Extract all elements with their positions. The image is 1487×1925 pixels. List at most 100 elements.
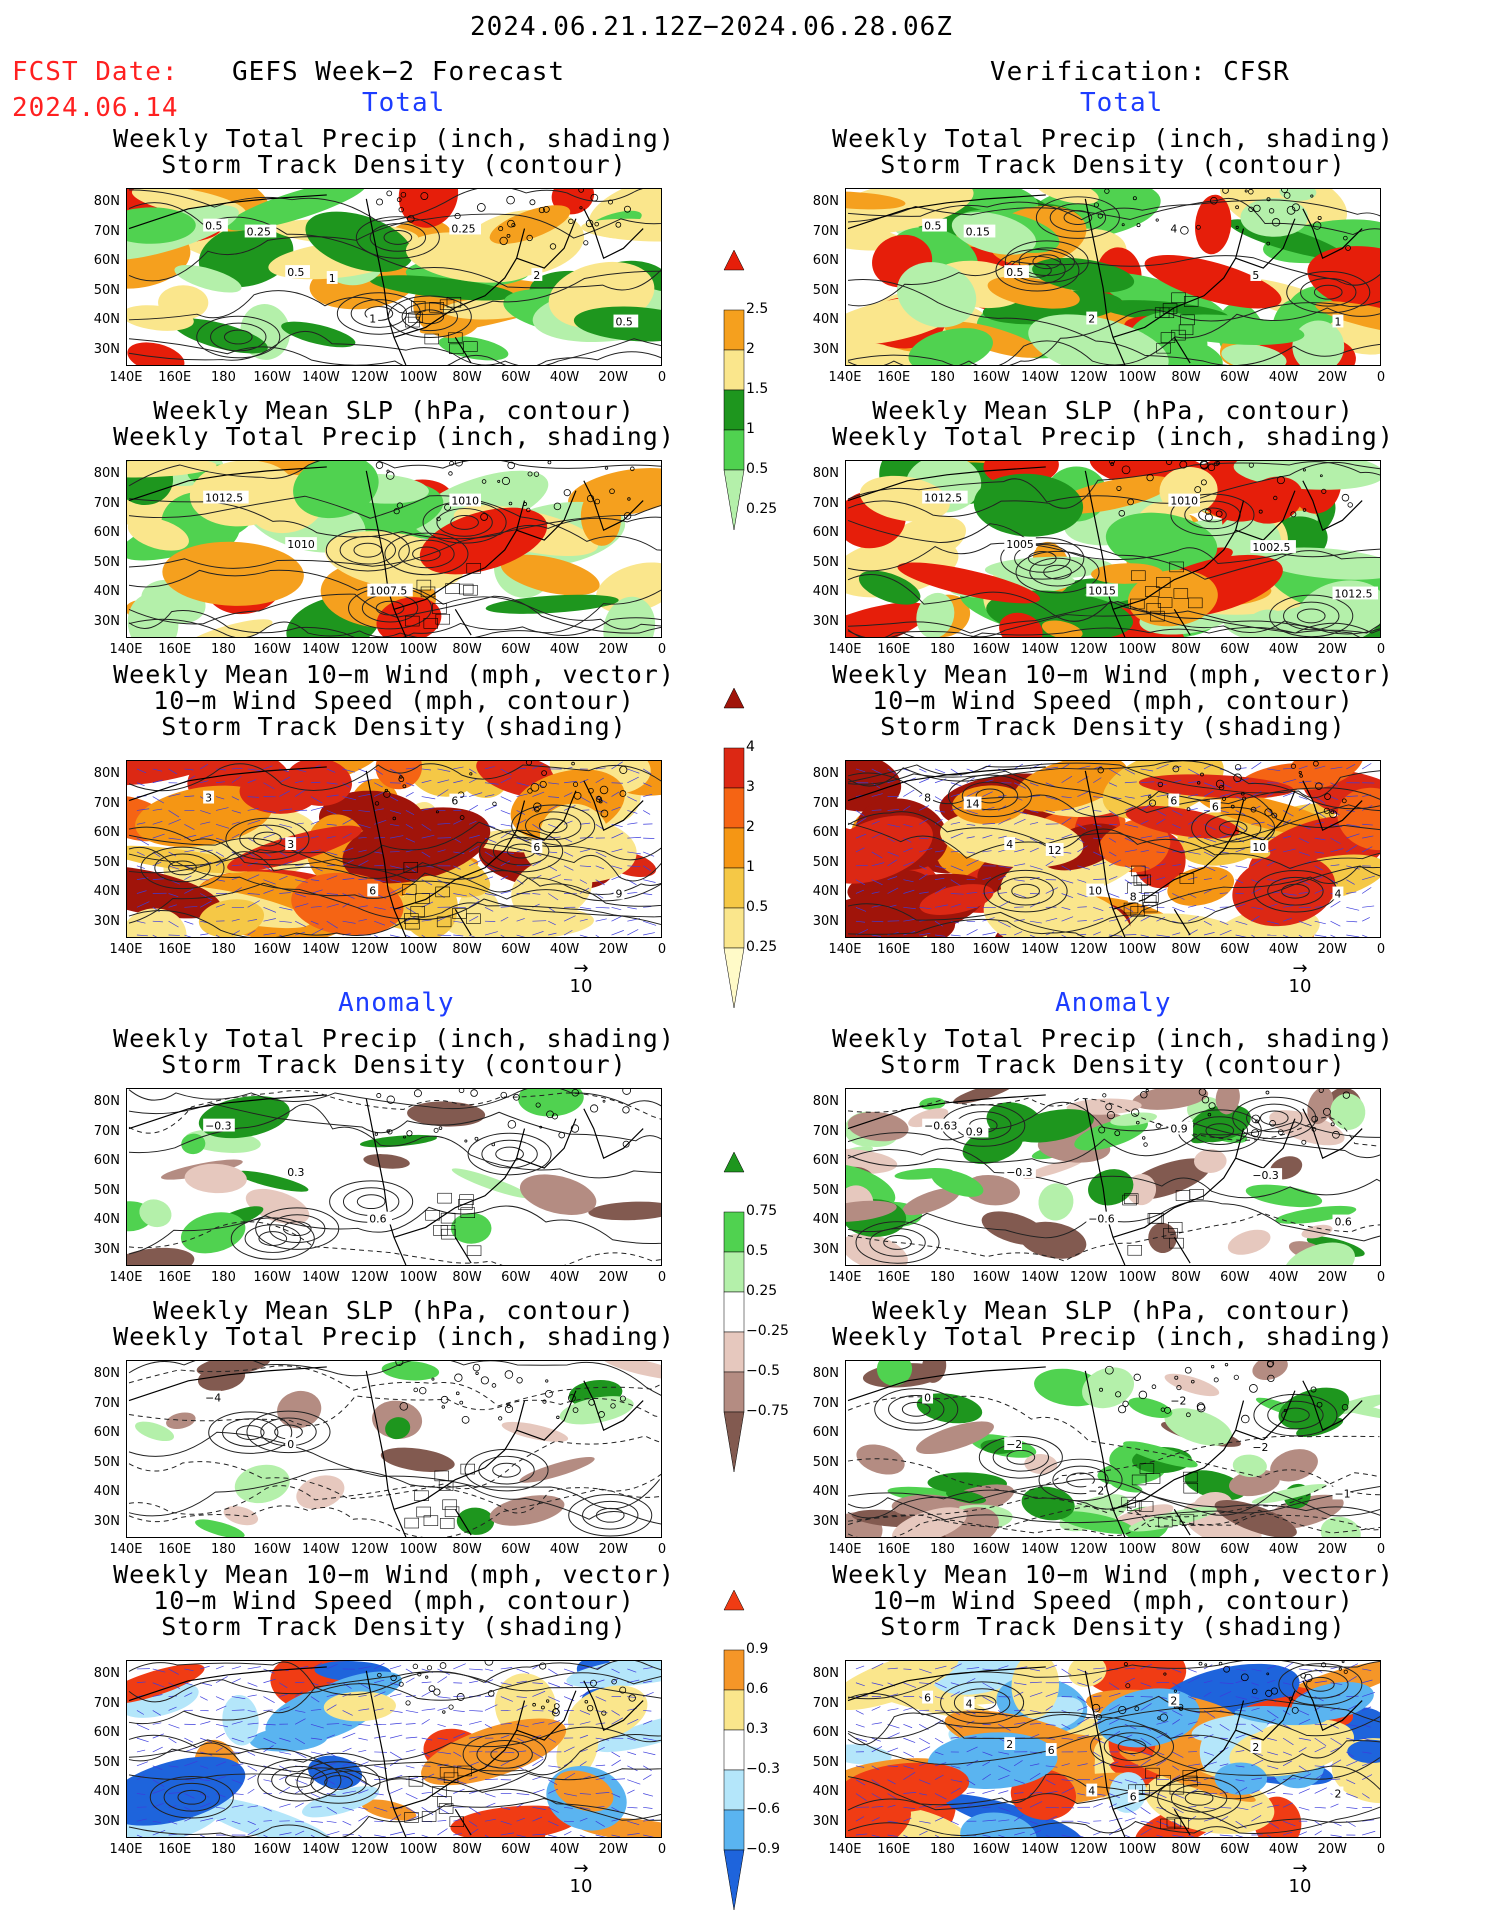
state-border <box>1133 875 1149 886</box>
contour-ring <box>271 1765 328 1795</box>
state-border <box>1145 1767 1160 1779</box>
shading-blob <box>485 594 619 614</box>
island-outline <box>504 1370 514 1379</box>
wind-vector <box>215 1732 225 1739</box>
wind-vector <box>1108 876 1118 880</box>
wind-vector <box>1029 1681 1042 1684</box>
shading-blob <box>973 473 1084 537</box>
lon-tick-label: 40W <box>1268 370 1299 385</box>
island-outline <box>399 775 403 779</box>
wind-vector <box>1013 1691 1024 1697</box>
island-outline <box>470 1089 478 1097</box>
wind-vector <box>484 1834 489 1837</box>
wind-vector <box>358 1737 368 1741</box>
wind-vector <box>611 1717 624 1725</box>
wind-vector <box>326 1704 337 1711</box>
state-border <box>446 296 462 308</box>
state-border <box>1183 296 1199 307</box>
wind-vector <box>247 1694 257 1697</box>
island-outline <box>1173 1689 1177 1693</box>
wind-vector <box>579 1710 591 1715</box>
lon-tick-label: 120W <box>1069 1842 1108 1857</box>
lon-tick-label: 80W <box>452 1270 482 1285</box>
lon-tick-label: 80W <box>1171 1270 1201 1285</box>
island-outline <box>444 503 452 511</box>
wind-vector <box>247 900 260 908</box>
shading-blob <box>1038 1183 1074 1221</box>
island-outline <box>1191 1379 1195 1384</box>
wind-vector <box>215 1665 224 1670</box>
lon-tick-label: 140W <box>1021 642 1059 657</box>
wind-vector <box>579 1834 586 1837</box>
lon-tick-label: 0 <box>1376 370 1386 385</box>
contour-label: 4 <box>1006 838 1013 851</box>
contour-label-bg <box>203 490 249 504</box>
wind-vector <box>1346 907 1360 911</box>
wind-vector <box>453 893 467 897</box>
island-outline <box>398 206 404 213</box>
wind-vector <box>548 1807 559 1813</box>
wind-vector <box>998 1807 1011 1812</box>
wind-vector <box>1093 765 1103 770</box>
state-border <box>1175 1190 1191 1201</box>
wind-vector <box>1045 1705 1053 1711</box>
shading-blob <box>398 189 459 228</box>
shading-blob <box>277 1390 322 1429</box>
wind-vector <box>1298 934 1303 937</box>
wind-vector <box>453 780 463 784</box>
contour-label-bg <box>1004 1165 1036 1178</box>
wind-vector <box>358 768 367 773</box>
contour-line <box>128 617 661 637</box>
wind-vector <box>1314 821 1324 825</box>
wind-vector <box>469 820 477 825</box>
wind-vector <box>1172 1710 1183 1716</box>
wind-vector <box>374 1793 384 1796</box>
colorbar-top-arrow <box>723 1590 745 1611</box>
colorbar-label: 0.5 <box>746 1243 769 1259</box>
lon-tick-label: 40W <box>1268 1842 1299 1857</box>
wind-vector <box>1203 1680 1213 1684</box>
wind-vector <box>1172 932 1181 936</box>
wind-vector <box>1140 849 1149 853</box>
wind-vector <box>1314 1830 1322 1836</box>
shading-blob <box>846 342 930 365</box>
contour-label: −2 <box>1170 1395 1186 1408</box>
island-outline <box>1123 1662 1128 1667</box>
wind-vector <box>548 907 556 913</box>
wind-vector <box>358 823 371 829</box>
shading-blob <box>603 1361 661 1380</box>
island-outline <box>458 1089 465 1094</box>
wind-vector <box>184 823 195 831</box>
island-outline <box>1148 799 1157 807</box>
wind-vector <box>152 934 158 937</box>
wind-vector <box>310 1723 324 1729</box>
wind-vector <box>966 929 978 936</box>
wind-vector <box>998 1774 1010 1780</box>
island-outline <box>1104 189 1110 194</box>
panel-title-line: Weekly Total Precip (inch, shading) <box>832 124 1394 153</box>
state-border <box>423 618 439 629</box>
island-outline <box>464 1139 468 1143</box>
wind-vector <box>421 879 433 886</box>
island-outline <box>543 206 550 213</box>
wind-vector <box>1077 893 1088 898</box>
wind-vector <box>548 893 559 901</box>
island-outline <box>1264 808 1273 817</box>
island-outline <box>433 1127 439 1133</box>
contour-label-bg <box>1127 1789 1139 1803</box>
island-outline <box>609 488 615 495</box>
wind-vector <box>642 1765 652 1771</box>
wind-vector <box>484 1802 496 1808</box>
wind-vector <box>389 1787 403 1794</box>
wind-vector <box>1045 860 1054 867</box>
lon-tick-label: 20W <box>598 1842 628 1857</box>
wind-vector <box>358 810 371 813</box>
wind-vector <box>184 888 194 894</box>
contour-line <box>128 821 661 867</box>
state-border <box>1171 329 1186 341</box>
shading-blob <box>908 328 993 365</box>
wind-vector <box>1346 1793 1358 1798</box>
wind-vector <box>1282 1682 1292 1685</box>
wind-vector <box>1188 835 1202 839</box>
island-outline <box>1321 1662 1327 1668</box>
